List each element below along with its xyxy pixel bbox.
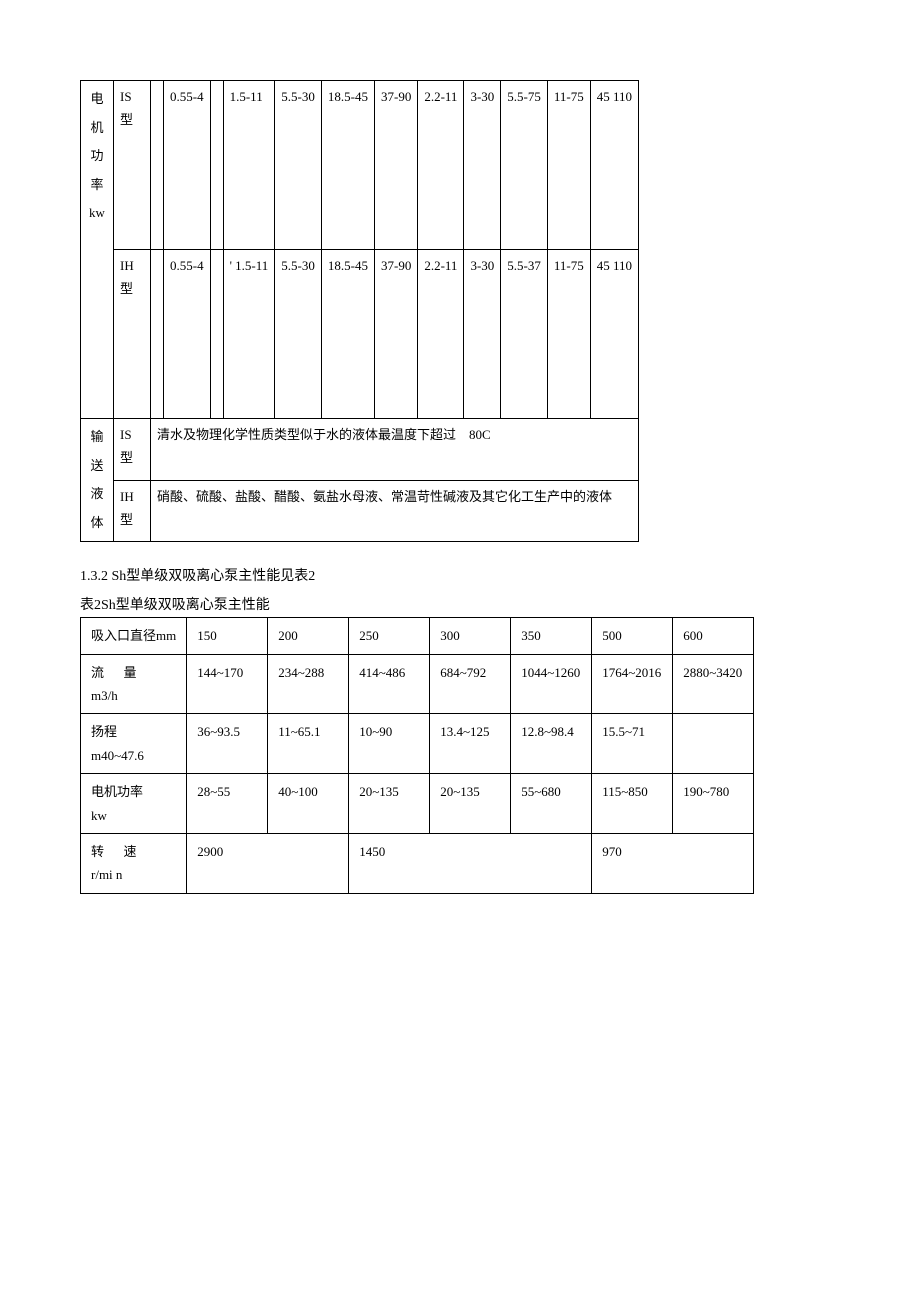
table-cell: 600 bbox=[673, 618, 754, 654]
table-cell: 144~170 bbox=[187, 654, 268, 714]
table-cell: 40~100 bbox=[268, 774, 349, 834]
liquid-ih-desc: 硝酸、硫酸、盐酸、醋酸、氨盐水母液、常温苛性碱液及其它化工生产中的液体 bbox=[151, 480, 639, 542]
power-row-label: 电 机 功 率 kw bbox=[81, 81, 114, 419]
table-cell: 10~90 bbox=[349, 714, 430, 774]
table-cell: 45 110 bbox=[590, 81, 638, 250]
table-cell: 190~780 bbox=[673, 774, 754, 834]
table-cell bbox=[151, 81, 164, 250]
table-cell: 500 bbox=[592, 618, 673, 654]
table2-caption: 表2Sh型单级双吸离心泵主性能 bbox=[80, 595, 880, 617]
head-label: 扬程 m40~47.6 bbox=[81, 714, 187, 774]
table-cell: 20~135 bbox=[349, 774, 430, 834]
liquid-row-label: 输 送 液 体 bbox=[81, 419, 114, 542]
table-cell: 2880~3420 bbox=[673, 654, 754, 714]
table-cell: 3-30 bbox=[464, 81, 501, 250]
table-cell: 11~65.1 bbox=[268, 714, 349, 774]
sh-pump-performance-table: 吸入口直径mm 150 200 250 300 350 500 600 流 量 … bbox=[80, 617, 754, 894]
speed-label: 转 速 r/mi n bbox=[81, 833, 187, 893]
table-cell: 5.5-30 bbox=[275, 250, 322, 419]
table-cell: 200 bbox=[268, 618, 349, 654]
table-cell: 5.5-37 bbox=[501, 250, 548, 419]
table-cell: 20~135 bbox=[430, 774, 511, 834]
table-cell: 970 bbox=[592, 833, 754, 893]
table-cell: 300 bbox=[430, 618, 511, 654]
table-cell: 1764~2016 bbox=[592, 654, 673, 714]
power-liquid-table: 电 机 功 率 kw IS 型 0.55-4 1.5-11 5.5-30 18.… bbox=[80, 80, 639, 542]
table-cell: 18.5-45 bbox=[321, 81, 374, 250]
table-cell: 234~288 bbox=[268, 654, 349, 714]
table-cell bbox=[210, 81, 223, 250]
table-cell: 150 bbox=[187, 618, 268, 654]
table-cell: 0.55-4 bbox=[164, 81, 211, 250]
table-cell: 36~93.5 bbox=[187, 714, 268, 774]
power-ih-type: IH 型 bbox=[114, 250, 151, 419]
table-cell: ' 1.5-11 bbox=[223, 250, 275, 419]
table-cell: 250 bbox=[349, 618, 430, 654]
table-cell: 1044~1260 bbox=[511, 654, 592, 714]
flow-label: 流 量 m3/h bbox=[81, 654, 187, 714]
table-cell: 11-75 bbox=[547, 250, 590, 419]
table-cell: 2.2-11 bbox=[418, 250, 464, 419]
table-cell: 5.5-75 bbox=[501, 81, 548, 250]
table-cell: 1.5-11 bbox=[223, 81, 275, 250]
table-cell: 0.55-4 bbox=[164, 250, 211, 419]
table-cell: 5.5-30 bbox=[275, 81, 322, 250]
table-cell: 3-30 bbox=[464, 250, 501, 419]
table-cell: 15.5~71 bbox=[592, 714, 673, 774]
table-cell: 37-90 bbox=[374, 81, 417, 250]
table-cell bbox=[210, 250, 223, 419]
inlet-label: 吸入口直径mm bbox=[81, 618, 187, 654]
table-cell bbox=[673, 714, 754, 774]
table-cell: 350 bbox=[511, 618, 592, 654]
power-is-type: IS 型 bbox=[114, 81, 151, 250]
liquid-is-desc: 清水及物理化学性质类型似于水的液体最温度下超过 80C bbox=[151, 419, 639, 481]
section-heading: 1.3.2 Sh型单级双吸离心泵主性能见表2 bbox=[80, 566, 880, 588]
table-cell: 115~850 bbox=[592, 774, 673, 834]
table-cell: 2900 bbox=[187, 833, 349, 893]
table-cell: 2.2-11 bbox=[418, 81, 464, 250]
table-cell: 13.4~125 bbox=[430, 714, 511, 774]
table-cell: 28~55 bbox=[187, 774, 268, 834]
table-cell: 1450 bbox=[349, 833, 592, 893]
table-cell: 18.5-45 bbox=[321, 250, 374, 419]
table-cell: 12.8~98.4 bbox=[511, 714, 592, 774]
table-cell: 37-90 bbox=[374, 250, 417, 419]
table-cell: 45 110 bbox=[590, 250, 638, 419]
liquid-ih-type: IH 型 bbox=[114, 480, 151, 542]
table-cell: 11-75 bbox=[547, 81, 590, 250]
table-cell bbox=[151, 250, 164, 419]
table-cell: 684~792 bbox=[430, 654, 511, 714]
motor-power-label: 电机功率 kw bbox=[81, 774, 187, 834]
table-cell: 55~680 bbox=[511, 774, 592, 834]
liquid-is-type: IS 型 bbox=[114, 419, 151, 481]
table-cell: 414~486 bbox=[349, 654, 430, 714]
